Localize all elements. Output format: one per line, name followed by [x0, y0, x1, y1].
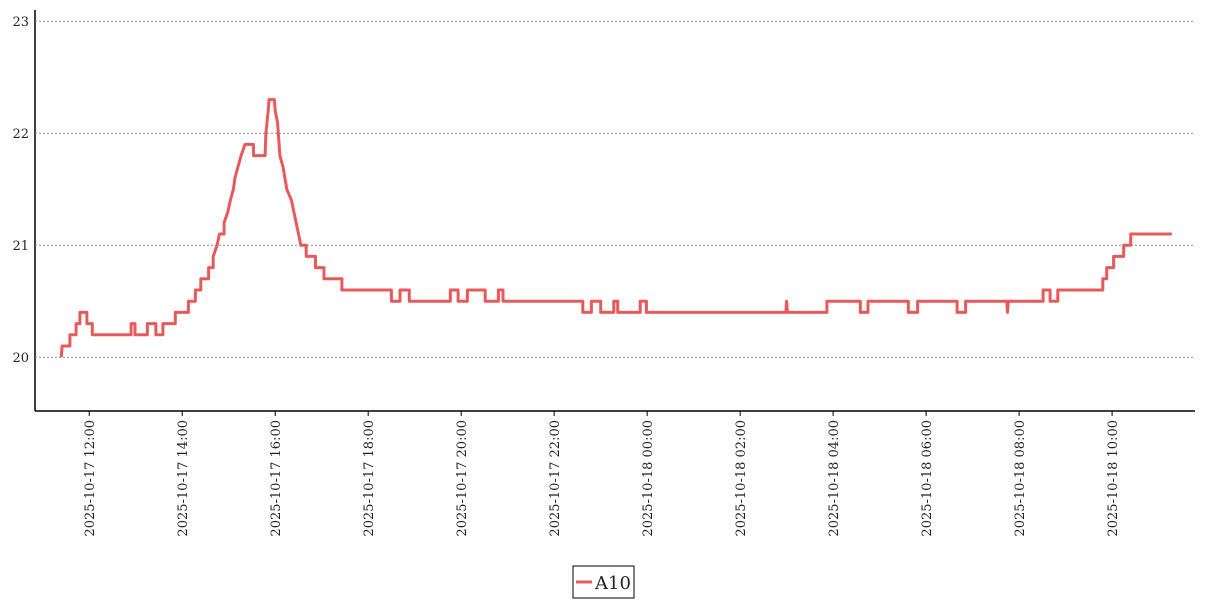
x-tick-label: 2025-10-18 06:00	[920, 420, 935, 537]
x-tick-label: 2025-10-17 22:00	[548, 420, 563, 537]
x-tick-label: 2025-10-18 08:00	[1013, 420, 1028, 537]
y-tick-label: 23	[12, 15, 29, 30]
y-tick-label: 20	[12, 351, 29, 366]
x-tick-label: 2025-10-17 12:00	[83, 420, 98, 537]
x-tick-label: 2025-10-17 16:00	[269, 420, 284, 537]
x-tick-label: 2025-10-18 02:00	[734, 420, 749, 537]
line	[59, 98, 1172, 358]
x-tick-label: 2025-10-17 20:00	[455, 420, 470, 537]
x-tick-label: 2025-10-18 10:00	[1106, 420, 1121, 537]
legend-label: A10	[594, 573, 631, 594]
x-tick-label: 2025-10-17 18:00	[362, 420, 377, 537]
y-tick-label: 21	[12, 239, 29, 254]
y-tick-label: 22	[12, 127, 29, 142]
x-tick-label: 2025-10-17 14:00	[176, 420, 191, 537]
x-tick-label: 2025-10-18 04:00	[827, 420, 842, 537]
x-tick-label: 2025-10-18 00:00	[641, 420, 656, 537]
